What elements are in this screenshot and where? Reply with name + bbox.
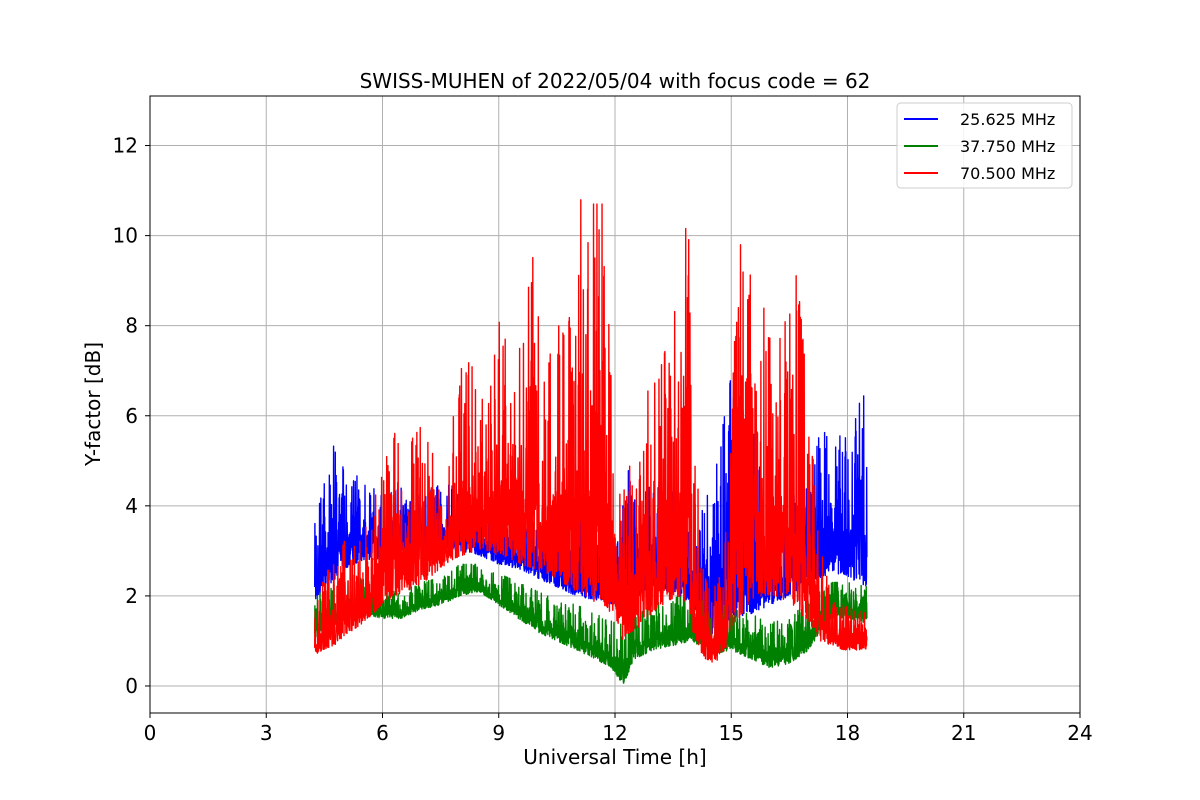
x-tick-label: 9 [492,721,505,745]
y-tick-label: 4 [125,494,138,518]
y-tick-label: 0 [125,674,138,698]
series-line-37750 [313,563,868,684]
x-tick-label: 21 [951,721,976,745]
y-axis-ticks: 0 2 4 6 8 10 12 [113,134,150,698]
legend: 25.625 MHz 37.750 MHz 70.500 MHz [896,102,1073,189]
x-tick-label: 6 [376,721,389,745]
x-axis-ticks: 0 3 6 9 12 15 18 21 24 [144,713,1093,745]
x-tick-label: 15 [719,721,744,745]
legend-box [896,102,1073,189]
x-tick-label: 0 [144,721,157,745]
x-tick-label: 18 [835,721,860,745]
y-axis-label: Y-factor [dB] [81,342,105,467]
x-tick-label: 12 [602,721,627,745]
legend-label-37750: 37.750 MHz [960,137,1055,156]
plot-frame [149,95,1081,714]
y-tick-label: 10 [113,224,138,248]
y-tick-label: 12 [113,134,138,158]
x-tick-label: 24 [1067,721,1092,745]
x-axis-label: Universal Time [h] [523,745,706,769]
x-tick-label: 3 [260,721,273,745]
chart-title: SWISS-MUHEN of 2022/05/04 with focus cod… [360,69,871,93]
plot-area [313,199,868,684]
legend-label-70500: 70.500 MHz [960,164,1055,183]
y-tick-label: 8 [125,314,138,338]
y-tick-label: 6 [125,404,138,428]
series-line-70500 [313,199,868,663]
legend-label-25625: 25.625 MHz [960,110,1055,129]
y-tick-label: 2 [125,584,138,608]
